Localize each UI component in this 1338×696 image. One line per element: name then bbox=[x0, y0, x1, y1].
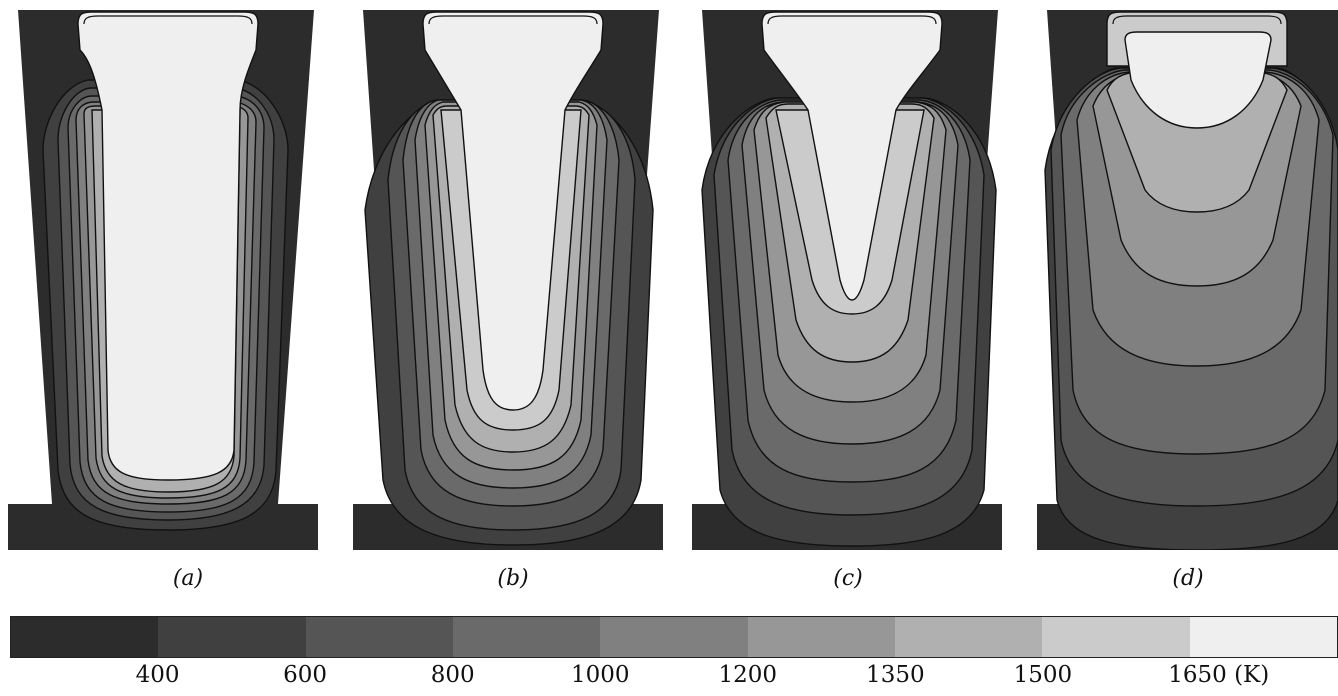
panel-d bbox=[1037, 10, 1338, 550]
colorbar-tick-label: 1200 bbox=[718, 662, 778, 688]
colorbar-segment bbox=[1042, 617, 1190, 657]
colorbar-tick-label: 1500 bbox=[1013, 662, 1073, 688]
colorbar-tick-label: 600 bbox=[283, 662, 328, 688]
panel-b bbox=[353, 10, 669, 550]
colorbar-tick-labels: 400 600 800 1000 1200 1350 1500 1650 (K) bbox=[0, 662, 1338, 696]
colorbar-tick-label: 800 bbox=[430, 662, 475, 688]
panel-c bbox=[692, 10, 1008, 550]
temperature-field-a bbox=[8, 10, 318, 550]
colorbar-tick-label: 400 bbox=[135, 662, 180, 688]
colorbar-tick-label: 1650 (K) bbox=[1168, 662, 1270, 688]
colorbar-segment bbox=[747, 617, 895, 657]
meniscus-b bbox=[428, 15, 598, 25]
colorbar-segment bbox=[158, 617, 306, 657]
liquid-core-c bbox=[761, 11, 943, 301]
colorbar-segment bbox=[452, 617, 601, 657]
colorbar-segment bbox=[600, 617, 748, 657]
temperature-field-b bbox=[353, 10, 663, 550]
colorbar-tick-label: 1350 bbox=[866, 662, 925, 688]
temperature-field-c bbox=[692, 10, 1002, 550]
meniscus-d bbox=[1112, 15, 1282, 25]
colorbar-segment bbox=[305, 617, 453, 657]
panel-label-b: (b) bbox=[497, 566, 529, 591]
panel-a bbox=[8, 10, 324, 550]
temperature-colorbar bbox=[10, 616, 1338, 658]
colorbar-segment bbox=[11, 617, 159, 657]
panel-label-c: (c) bbox=[833, 566, 863, 591]
liquid-core-a bbox=[77, 11, 259, 481]
liquid-core-b bbox=[422, 11, 604, 411]
colorbar-segment bbox=[894, 617, 1043, 657]
panel-label-a: (a) bbox=[172, 566, 204, 591]
panel-label-d: (d) bbox=[1172, 566, 1204, 591]
liquid-core-d bbox=[1124, 31, 1272, 129]
temperature-field-d bbox=[1037, 10, 1338, 550]
colorbar-tick-label: 1000 bbox=[570, 662, 630, 688]
meniscus-c bbox=[767, 15, 937, 25]
colorbar-segment bbox=[1189, 617, 1337, 657]
meniscus-a bbox=[83, 15, 253, 25]
